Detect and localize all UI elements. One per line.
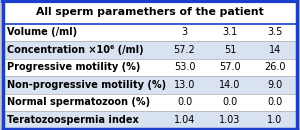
Text: 1.03: 1.03 [219, 115, 241, 125]
Text: Volume (/ml): Volume (/ml) [7, 27, 77, 37]
Text: 14: 14 [269, 45, 281, 55]
Text: 3.1: 3.1 [223, 27, 238, 37]
Bar [3, 76, 297, 94]
Text: 0.0: 0.0 [223, 97, 238, 107]
Text: 3.5: 3.5 [267, 27, 283, 37]
Text: 9.0: 9.0 [267, 80, 283, 90]
Text: 57.2: 57.2 [174, 45, 195, 55]
Text: 1.04: 1.04 [174, 115, 195, 125]
Text: Normal spermatozoon (%): Normal spermatozoon (%) [7, 97, 150, 107]
Bar [3, 94, 297, 111]
Bar [3, 41, 297, 59]
Bar [3, 24, 297, 41]
Text: Progressive motility (%): Progressive motility (%) [7, 62, 140, 72]
Text: Concentration ×10⁶ (/ml): Concentration ×10⁶ (/ml) [7, 45, 143, 55]
Text: 53.0: 53.0 [174, 62, 195, 72]
Text: 26.0: 26.0 [264, 62, 286, 72]
Text: All sperm paramethers of the patient: All sperm paramethers of the patient [36, 7, 264, 17]
Bar [3, 1, 297, 24]
Text: 51: 51 [224, 45, 236, 55]
Text: Non-progressive motility (%): Non-progressive motility (%) [7, 80, 166, 90]
Bar [3, 111, 297, 129]
Text: 0.0: 0.0 [177, 97, 192, 107]
Text: 57.0: 57.0 [219, 62, 241, 72]
Text: 14.0: 14.0 [219, 80, 241, 90]
Text: 1.0: 1.0 [267, 115, 283, 125]
Text: Teratozoospermia index: Teratozoospermia index [7, 115, 138, 125]
Text: 13.0: 13.0 [174, 80, 195, 90]
Text: 0.0: 0.0 [267, 97, 283, 107]
Bar [3, 59, 297, 76]
Text: 3: 3 [182, 27, 188, 37]
